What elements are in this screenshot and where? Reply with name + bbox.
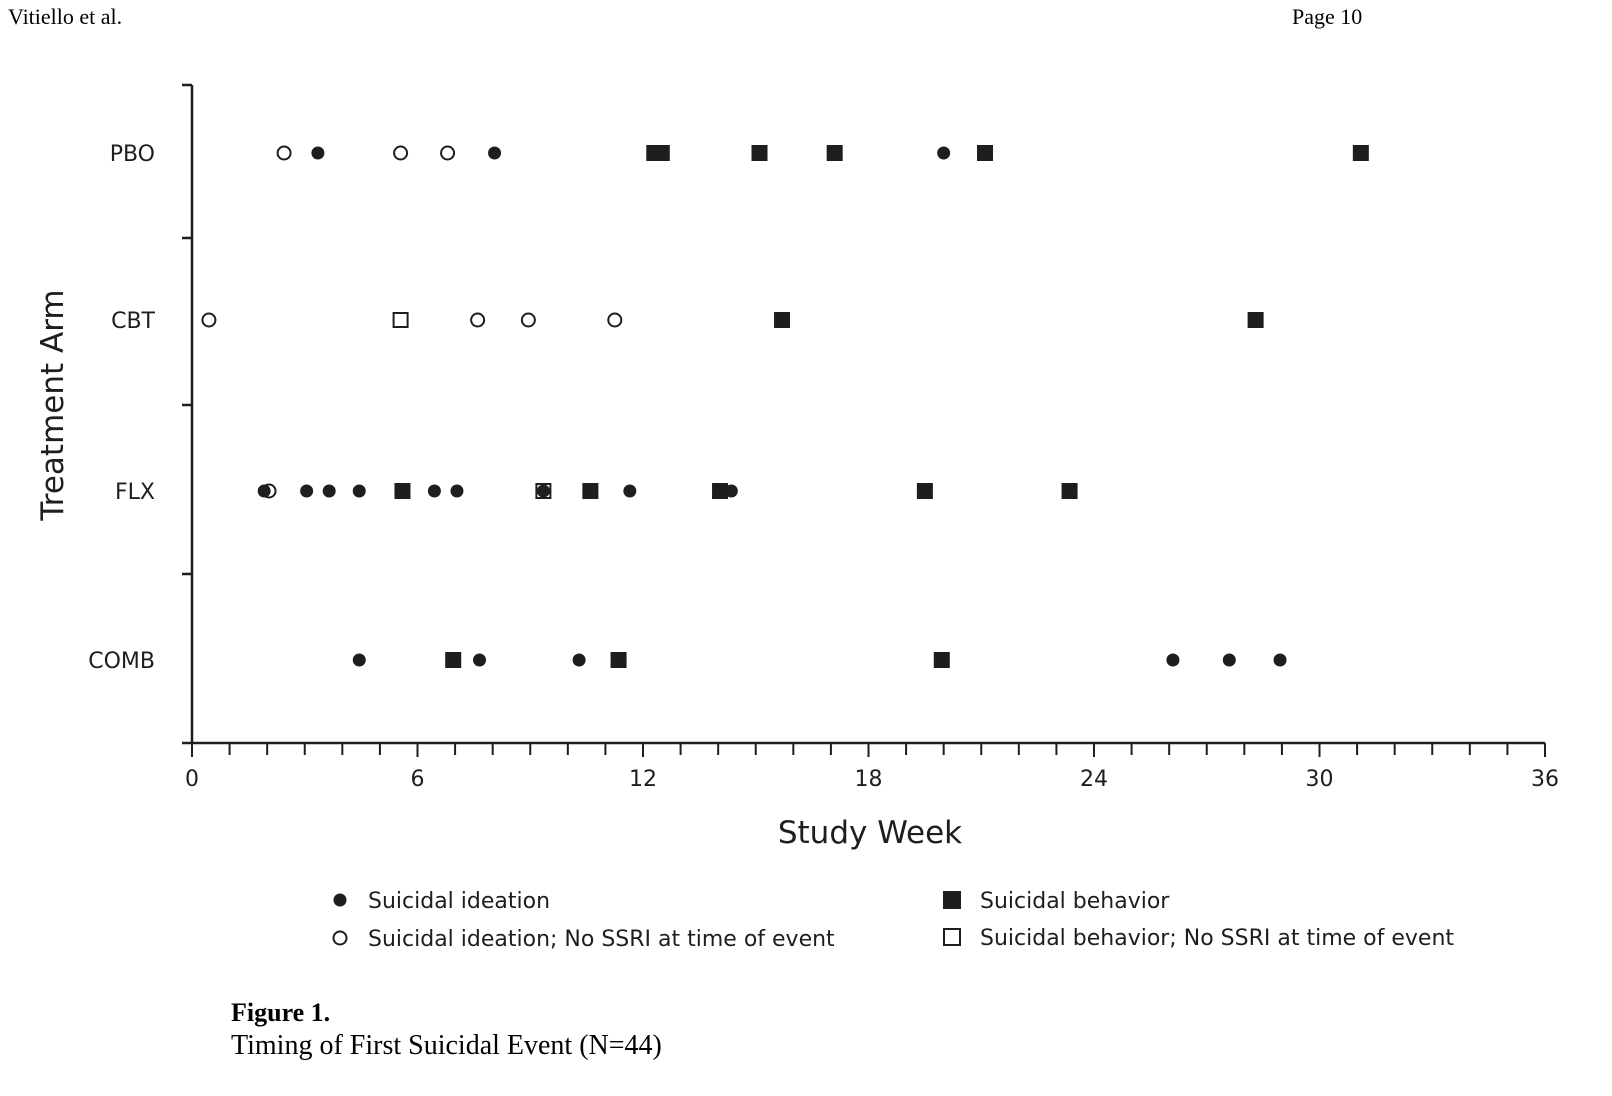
data-point-behavior [751,145,768,161]
data-point-ideation-nossri [607,312,623,328]
data-point-behavior [653,145,670,161]
legend-label: Suicidal behavior; No SSRI at time of ev… [980,926,1454,951]
series-cbt [201,312,1264,328]
data-marks [201,145,1369,668]
series-flx [257,483,1078,499]
data-point-ideation [1222,653,1236,667]
legend-marker [332,930,348,946]
data-point-ideation [352,653,366,667]
page-number: Page 10 [1292,4,1363,29]
data-point-behavior [1352,145,1369,161]
running-header-authors: Vitiello et al. [8,4,123,29]
legend-label: Suicidal ideation [368,889,550,914]
x-tick-label: 18 [855,767,883,792]
series-comb [352,652,1287,668]
legend-item-ideation-nossri: Suicidal ideation; No SSRI at time of ev… [332,927,835,952]
legend-label: Suicidal behavior [980,889,1170,914]
data-point-behavior [610,652,627,668]
data-point-ideation-nossri [520,312,536,328]
x-tick-label: 12 [629,767,657,792]
axes: 0 6 12 18 24 30 36 PBO CBT FLX COMB [88,83,1559,792]
data-point-ideation-nossri [276,145,292,161]
data-point-behavior [1247,312,1264,328]
x-tick-label: 6 [411,767,425,792]
x-tick-label: 0 [185,767,199,792]
data-point-ideation [311,146,325,160]
data-point-behavior [1061,483,1078,499]
data-point-ideation [572,653,586,667]
data-point-ideation [623,484,637,498]
y-axis-label: Treatment Arm [35,289,71,521]
data-point-ideation [352,484,366,498]
data-point-ideation [937,146,951,160]
legend-marker [943,928,961,946]
data-point-ideation [1273,653,1287,667]
x-axis-label: Study Week [778,815,962,851]
data-point-ideation [488,146,502,160]
legend-item-behavior-nossri: Suicidal behavior; No SSRI at time of ev… [943,926,1454,951]
series-pbo [276,145,1369,161]
data-point-ideation [536,484,550,498]
data-point-behavior [394,483,411,499]
x-tick-label: 24 [1080,767,1108,792]
figure-label: Figure 1. [231,998,331,1027]
y-tick-label-pbo: PBO [110,142,155,167]
legend-marker [943,891,961,909]
data-point-behavior [582,483,599,499]
data-point-ideation [427,484,441,498]
legend-item-ideation: Suicidal ideation [333,889,550,914]
data-point-ideation-nossri [201,312,217,328]
data-point-ideation [322,484,336,498]
y-tick-label-flx: FLX [115,480,155,505]
figure-caption: Timing of First Suicidal Event (N=44) [231,1030,662,1061]
legend-item-behavior: Suicidal behavior [943,889,1170,914]
data-point-behavior [712,483,729,499]
data-point-behavior [445,652,462,668]
data-point-behavior [977,145,994,161]
legend-marker [333,893,347,907]
data-point-ideation [300,484,314,498]
data-point-ideation-nossri [440,145,456,161]
legend-label: Suicidal ideation; No SSRI at time of ev… [368,927,835,952]
y-tick-label-cbt: CBT [111,309,155,334]
legend: Suicidal ideation Suicidal ideation; No S… [332,889,1454,952]
data-point-behavior [826,145,843,161]
data-point-behavior [916,483,933,499]
data-point-behavior-nossri [392,312,409,328]
data-point-ideation-nossri [393,145,409,161]
data-point-ideation [257,484,271,498]
data-point-ideation-nossri [470,312,486,328]
data-point-behavior [933,652,950,668]
data-point-ideation [473,653,487,667]
x-tick-label: 36 [1531,767,1559,792]
data-point-ideation [450,484,464,498]
data-point-ideation [1166,653,1180,667]
timing-scatter-chart: 0 6 12 18 24 30 36 PBO CBT FLX COMB Study Week Tre… [35,83,1559,952]
data-point-ideation [724,484,738,498]
y-tick-label-comb: COMB [88,649,155,674]
x-tick-label: 30 [1306,767,1334,792]
data-point-behavior [774,312,791,328]
